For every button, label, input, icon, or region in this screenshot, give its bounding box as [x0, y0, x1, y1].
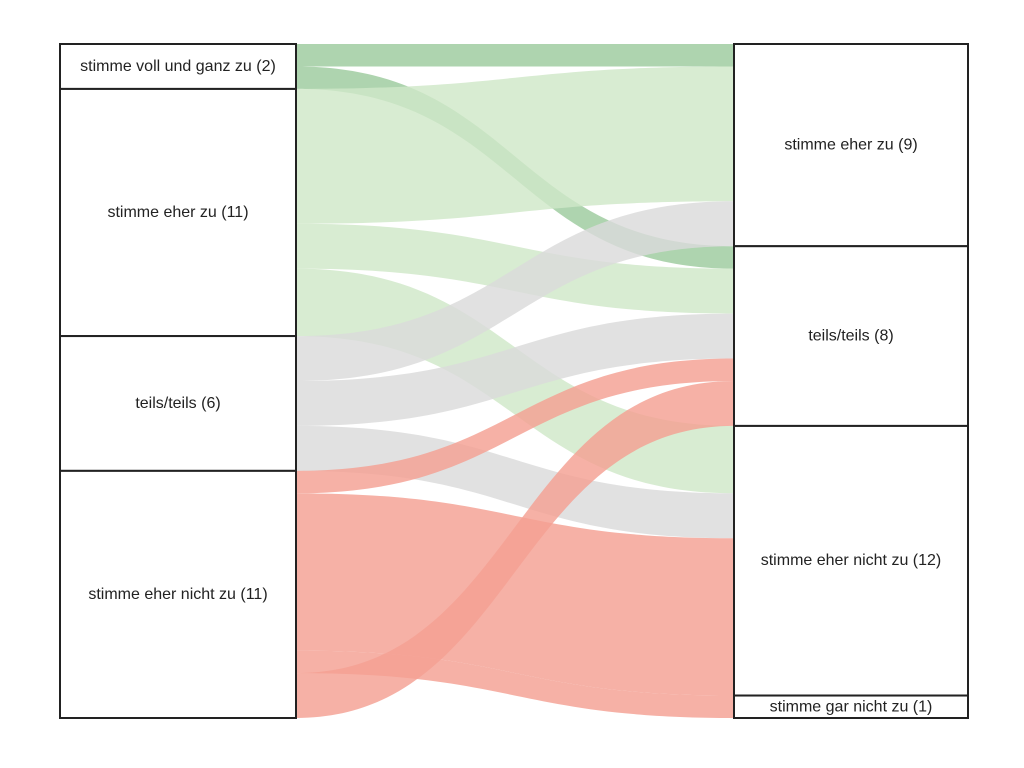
- right-node-box: [733, 694, 969, 719]
- flows-group: [296, 44, 734, 718]
- left-node-label: teils/teils (6): [135, 395, 220, 412]
- flow-teils-teils-to-teils-teils-6: [296, 313, 734, 426]
- right-node-stimme-eher-nicht-zu: stimme eher nicht zu (12): [733, 424, 969, 697]
- left-node-stimme-voll-und-ganz-zu: stimme voll und ganz zu (2): [59, 43, 297, 90]
- right-node-box: [733, 43, 969, 248]
- right-node-label: stimme eher nicht zu (12): [761, 552, 942, 569]
- flow-teils-teils-to-stimme-eher-zu-5: [296, 201, 734, 381]
- right-node-teils-teils: teils/teils (8): [733, 245, 969, 427]
- right-node-label: teils/teils (8): [808, 328, 893, 345]
- right-node-stimme-eher-zu: stimme eher zu (9): [733, 43, 969, 248]
- right-node-box: [733, 245, 969, 427]
- flow-stimme-eher-zu-to-stimme-eher-zu-2: [296, 66, 734, 224]
- nodes-group: stimme voll und ganz zu (2) stimme eher z…: [59, 43, 969, 719]
- right-node-stimme-gar-nicht-zu: stimme gar nicht zu (1): [733, 694, 969, 719]
- flow-stimme-eher-nicht-zu-to-teils-teils-11: [296, 381, 734, 718]
- flow-stimme-eher-nicht-zu-to-teils-teils-8: [296, 358, 734, 494]
- flow-stimme-voll-und-ganz-zu-to-stimme-eher-zu-0: [296, 44, 734, 67]
- flow-teils-teils-to-stimme-eher-nicht-zu-7: [296, 425, 734, 539]
- left-node-box: [59, 469, 297, 719]
- left-node-box: [59, 335, 297, 472]
- right-node-label: stimme eher zu (9): [784, 137, 917, 154]
- left-node-label: stimme eher zu (11): [107, 204, 248, 221]
- right-node-label: stimme gar nicht zu (1): [770, 698, 933, 715]
- left-node-stimme-eher-nicht-zu: stimme eher nicht zu (11): [59, 469, 297, 719]
- left-node-stimme-eher-zu: stimme eher zu (11): [59, 87, 297, 338]
- right-node-box: [733, 424, 969, 697]
- left-node-label: stimme eher nicht zu (11): [88, 586, 267, 603]
- left-node-box: [59, 87, 297, 338]
- left-node-label: stimme voll und ganz zu (2): [80, 58, 276, 75]
- left-node-teils-teils: teils/teils (6): [59, 335, 297, 472]
